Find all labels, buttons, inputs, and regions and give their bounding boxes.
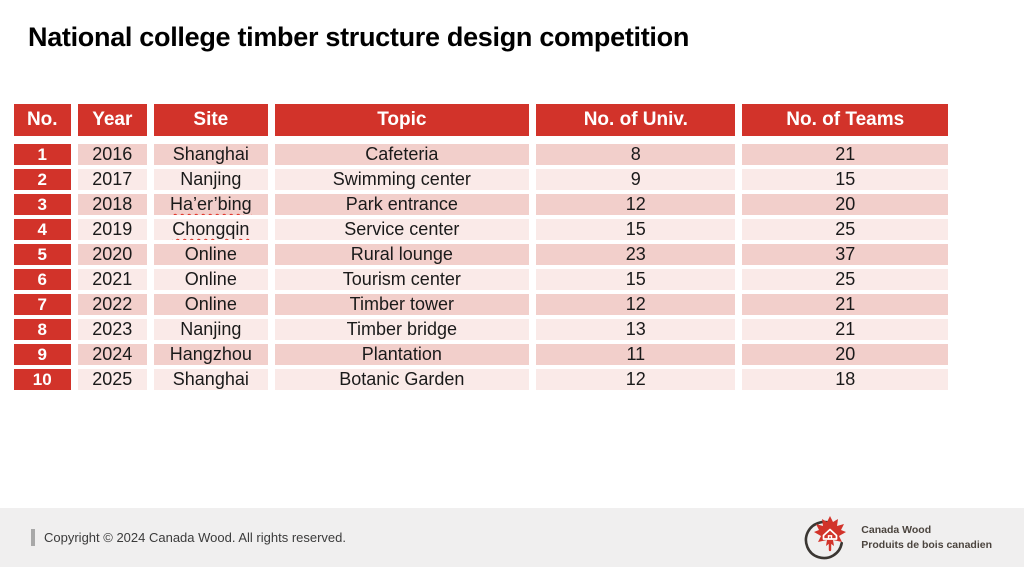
table-row: 9 2024 Hangzhou Plantation 11 20: [14, 344, 948, 369]
copyright: Copyright © 2024 Canada Wood. All rights…: [31, 529, 346, 546]
table-row: 6 2021 Online Tourism center 15 25: [14, 269, 948, 294]
teams-cell: 21: [742, 144, 948, 169]
teams-cell: 18: [742, 369, 948, 394]
teams-cell: 37: [742, 244, 948, 269]
year-cell: 2022: [77, 294, 155, 319]
year-cell: 2023: [77, 319, 155, 344]
year-cell: 2024: [77, 344, 155, 369]
column-header-teams: No. of Teams: [742, 104, 948, 144]
year-cell: 2020: [77, 244, 155, 269]
table-row: 4 2019 Chongqin Service center 15 25: [14, 219, 948, 244]
teams-cell: 21: [742, 294, 948, 319]
year-cell: 2018: [77, 194, 155, 219]
univ-cell: 8: [536, 144, 743, 169]
univ-cell: 15: [536, 219, 743, 244]
copyright-text: Copyright © 2024 Canada Wood. All rights…: [44, 530, 347, 545]
topic-cell: Swimming center: [274, 169, 537, 194]
no-cell: 5: [14, 244, 78, 269]
site-cell: Ha’er’bing: [154, 194, 275, 219]
no-cell: 2: [14, 169, 78, 194]
logo-line2: Produits de bois canadien: [861, 538, 992, 551]
no-cell: 8: [14, 319, 78, 344]
univ-cell: 9: [536, 169, 743, 194]
univ-cell: 12: [536, 294, 743, 319]
teams-cell: 21: [742, 319, 948, 344]
table-row: 2 2017 Nanjing Swimming center 9 15: [14, 169, 948, 194]
year-cell: 2021: [77, 269, 155, 294]
no-cell: 9: [14, 344, 78, 369]
year-cell: 2019: [77, 219, 155, 244]
topic-cell: Park entrance: [274, 194, 537, 219]
site-cell: Nanjing: [154, 169, 275, 194]
no-cell: 4: [14, 219, 78, 244]
site-cell: Online: [154, 244, 275, 269]
site-cell: Nanjing: [154, 319, 275, 344]
site-cell: Online: [154, 294, 275, 319]
column-header-no: No.: [14, 104, 78, 144]
year-cell: 2025: [77, 369, 155, 394]
column-header-site: Site: [154, 104, 275, 144]
site-cell: Chongqin: [154, 219, 275, 244]
topic-cell: Cafeteria: [274, 144, 537, 169]
no-cell: 1: [14, 144, 78, 169]
page-title: National college timber structure design…: [28, 22, 690, 52]
canada-wood-logo: Canada Wood Produits de bois canadien: [803, 514, 992, 562]
no-cell: 7: [14, 294, 78, 319]
table-row: 3 2018 Ha’er’bing Park entrance 12 20: [14, 194, 948, 219]
teams-cell: 20: [742, 344, 948, 369]
topic-cell: Plantation: [274, 344, 537, 369]
topic-cell: Tourism center: [274, 269, 537, 294]
site-cell: Online: [154, 269, 275, 294]
footer-bar: Copyright © 2024 Canada Wood. All rights…: [0, 508, 1024, 567]
column-header-topic: Topic: [274, 104, 537, 144]
table-row: 7 2022 Online Timber tower 12 21: [14, 294, 948, 319]
table-row: 5 2020 Online Rural lounge 23 37: [14, 244, 948, 269]
teams-cell: 25: [742, 219, 948, 244]
column-header-year: Year: [77, 104, 155, 144]
teams-cell: 15: [742, 169, 948, 194]
year-cell: 2017: [77, 169, 155, 194]
table-header-row: No. Year Site Topic No. of Univ. No. of …: [14, 104, 948, 144]
teams-cell: 25: [742, 269, 948, 294]
year-cell: 2016: [77, 144, 155, 169]
logo-wordmark: Canada Wood Produits de bois canadien: [861, 523, 992, 551]
univ-cell: 12: [536, 194, 743, 219]
univ-cell: 12: [536, 369, 743, 394]
no-cell: 3: [14, 194, 78, 219]
site-cell: Shanghai: [154, 144, 275, 169]
univ-cell: 13: [536, 319, 743, 344]
teams-cell: 20: [742, 194, 948, 219]
table-row: 10 2025 Shanghai Botanic Garden 12 18: [14, 369, 948, 394]
copyright-divider: [31, 529, 35, 546]
maple-leaf-icon: [805, 515, 847, 559]
topic-cell: Rural lounge: [274, 244, 537, 269]
site-cell: Hangzhou: [154, 344, 275, 369]
topic-cell: Botanic Garden: [274, 369, 537, 394]
univ-cell: 23: [536, 244, 743, 269]
no-cell: 6: [14, 269, 78, 294]
univ-cell: 15: [536, 269, 743, 294]
topic-cell: Timber bridge: [274, 319, 537, 344]
no-cell: 10: [14, 369, 78, 394]
topic-cell: Service center: [274, 219, 537, 244]
univ-cell: 11: [536, 344, 743, 369]
table-row: 8 2023 Nanjing Timber bridge 13 21: [14, 319, 948, 344]
logo-line1: Canada Wood: [861, 524, 932, 537]
column-header-univ: No. of Univ.: [536, 104, 743, 144]
competition-table: No. Year Site Topic No. of Univ. No. of …: [14, 104, 948, 394]
site-cell: Shanghai: [154, 369, 275, 394]
topic-cell: Timber tower: [274, 294, 537, 319]
table-row: 1 2016 Shanghai Cafeteria 8 21: [14, 144, 948, 169]
